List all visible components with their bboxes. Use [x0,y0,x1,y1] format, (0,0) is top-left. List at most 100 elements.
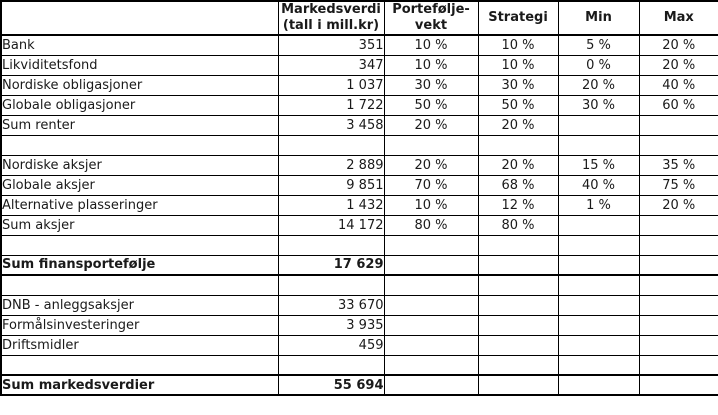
cell-min: 5 % [557,34,640,56]
cell-strategi: 10 % [477,34,559,56]
table-row: Driftsmidler 459 [0,334,718,356]
row-label: Globale obligasjoner [0,94,279,116]
cell-markedsverdi: 351 [277,34,385,56]
cell-max [638,374,718,396]
cell-max: 40 % [638,74,718,96]
row-label: Likviditetsfond [0,54,279,76]
table-row: Sum finansportefølje 17 629 [0,254,718,276]
row-label: Sum markedsverdier [0,374,279,396]
row-label: Globale aksjer [0,174,279,196]
table-row: Formålsinvesteringer 3 935 [0,314,718,336]
cell-markedsverdi: 33 670 [277,294,385,316]
table-row: Sum renter 3 458 20 % 20 % [0,114,718,136]
cell-max: 75 % [638,174,718,196]
cell-max [638,254,718,276]
row-label [0,234,279,256]
cell-min: 1 % [557,194,640,216]
cell-vekt: 20 % [383,154,479,176]
cell-max: 20 % [638,194,718,216]
cell-vekt [383,134,479,156]
spacer-row [0,134,718,156]
cell-strategi: 20 % [477,154,559,176]
cell-min: 0 % [557,54,640,76]
cell-max [638,134,718,156]
cell-markedsverdi: 3 458 [277,114,385,136]
cell-vekt [383,314,479,336]
cell-min: 20 % [557,74,640,96]
table-row: Globale obligasjoner 1 722 50 % 50 % 30 % 60 … [0,94,718,116]
row-label: Formålsinvesteringer [0,314,279,336]
row-label [0,354,279,376]
cell-strategi [477,334,559,356]
row-label: Sum aksjer [0,214,279,236]
table-row: Sum markedsverdier 55 694 [0,374,718,396]
cell-strategi [477,274,559,296]
cell-min [557,114,640,136]
cell-vekt: 20 % [383,114,479,136]
cell-vekt [383,254,479,276]
header-markedsverdi: Markedsverdi (tall i mill.kr) [277,0,385,36]
table-row: Bank 351 10 % 10 % 5 % 20 % [0,34,718,56]
cell-strategi: 68 % [477,174,559,196]
cell-max [638,294,718,316]
cell-max [638,334,718,356]
cell-min [557,254,640,276]
cell-min [557,234,640,256]
cell-vekt: 70 % [383,174,479,196]
cell-strategi: 50 % [477,94,559,116]
cell-strategi [477,294,559,316]
table-row: Nordiske aksjer 2 889 20 % 20 % 15 % 35 % [0,154,718,176]
table-body: Bank 351 10 % 10 % 5 % 20 % Likviditetsfond 347… [0,34,718,396]
spacer-row [0,354,718,376]
cell-markedsverdi: 17 629 [277,254,385,276]
cell-vekt: 10 % [383,54,479,76]
cell-strategi: 10 % [477,54,559,76]
cell-max: 20 % [638,54,718,76]
cell-markedsverdi: 9 851 [277,174,385,196]
table-header: Markedsverdi (tall i mill.kr) Portefølje-v… [0,0,718,36]
cell-vekt [383,234,479,256]
header-strategi: Strategi [477,0,559,36]
cell-min [557,314,640,336]
cell-vekt [383,374,479,396]
cell-min [557,374,640,396]
cell-vekt [383,334,479,356]
cell-max [638,114,718,136]
cell-min [557,294,640,316]
row-label: Driftsmidler [0,334,279,356]
cell-vekt [383,294,479,316]
cell-strategi [477,354,559,376]
cell-strategi [477,374,559,396]
header-max: Max [638,0,718,36]
cell-vekt: 30 % [383,74,479,96]
cell-strategi: 30 % [477,74,559,96]
cell-vekt [383,274,479,296]
spacer-row [0,274,718,296]
header-label [0,0,279,36]
cell-markedsverdi [277,234,385,256]
table-row: DNB - anleggsaksjer 33 670 [0,294,718,316]
cell-min [557,134,640,156]
cell-min [557,334,640,356]
cell-strategi [477,314,559,336]
header-min: Min [557,0,640,36]
cell-min: 30 % [557,94,640,116]
cell-strategi: 12 % [477,194,559,216]
row-label: Nordiske aksjer [0,154,279,176]
cell-min: 40 % [557,174,640,196]
cell-max: 20 % [638,34,718,56]
cell-strategi [477,134,559,156]
cell-vekt: 10 % [383,194,479,216]
cell-markedsverdi [277,274,385,296]
table-row: Likviditetsfond 347 10 % 10 % 0 % 20 % [0,54,718,76]
cell-markedsverdi: 2 889 [277,154,385,176]
cell-markedsverdi: 3 935 [277,314,385,336]
cell-markedsverdi [277,354,385,376]
table-row: Alternative plasseringer 1 432 10 % 12 % 1 %… [0,194,718,216]
row-label: Nordiske obligasjoner [0,74,279,96]
header-vekt: Portefølje-vekt [383,0,479,36]
cell-max [638,274,718,296]
spacer-row [0,234,718,256]
cell-max: 60 % [638,94,718,116]
